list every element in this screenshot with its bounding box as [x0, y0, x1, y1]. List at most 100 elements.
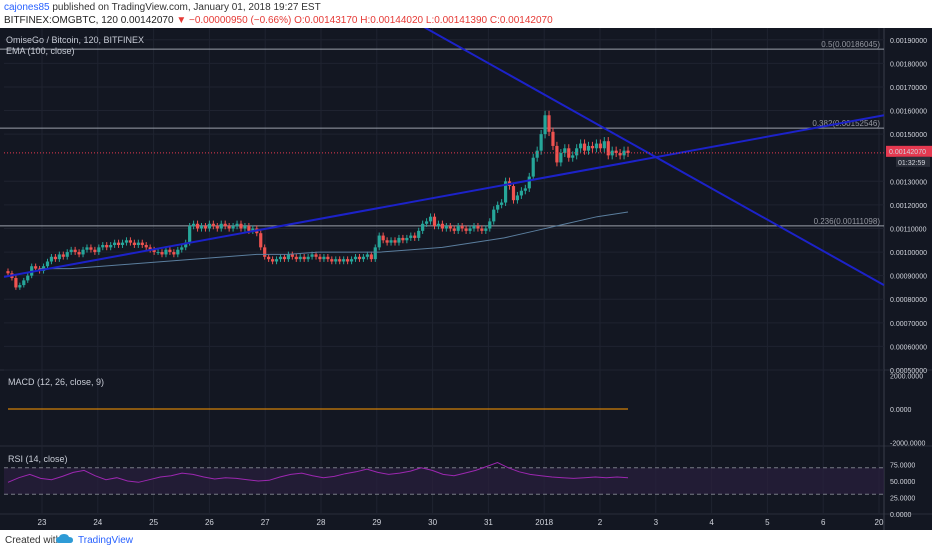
candle-body: [322, 256, 326, 260]
candle-body: [590, 145, 595, 149]
candle-body: [421, 223, 425, 231]
time-tick-label: 27: [261, 518, 270, 527]
candles: [6, 110, 630, 290]
candle-body: [586, 145, 591, 151]
candle-body: [18, 285, 22, 288]
candle-body: [152, 249, 156, 253]
candle-body: [113, 242, 117, 245]
candle-body: [349, 259, 354, 262]
chart-canvas[interactable]: 0.5(0.00186045) 0.382(0.00152546) 0.236(0.…: [0, 28, 932, 530]
candle-body: [472, 226, 476, 229]
time-tick-label: 25: [149, 518, 158, 527]
price-tick-label: 0.00060000: [890, 344, 927, 351]
candle-body: [330, 259, 334, 262]
price-tick-label: 0.00120000: [890, 203, 927, 210]
time-tick-label: 5: [765, 518, 770, 527]
candle-body: [365, 254, 369, 257]
candle-body: [405, 237, 409, 241]
candle-body: [176, 249, 180, 255]
candle-body: [610, 150, 614, 156]
author-link[interactable]: cajones85: [4, 2, 50, 13]
candle-body: [551, 131, 555, 146]
candle-body: [543, 115, 547, 135]
candle-body: [101, 244, 105, 248]
candle-body: [598, 143, 602, 149]
candle-body: [361, 256, 366, 260]
candle-body: [417, 230, 421, 238]
time-tick-label: 2: [598, 518, 603, 527]
candle-body: [440, 223, 444, 229]
candle-body: [377, 235, 381, 248]
candle-body: [326, 256, 330, 260]
fib-level-label: 0.382(0.00152546): [812, 119, 880, 128]
candle-body: [353, 256, 358, 260]
candle-body: [26, 275, 30, 281]
time-tick-label: 23: [38, 518, 47, 527]
candle-body: [243, 226, 247, 229]
candle-body: [539, 134, 543, 151]
high-value: H:0.00144020: [360, 15, 424, 26]
candle-body: [318, 256, 322, 260]
candle-body: [97, 247, 101, 253]
macd-tick-label: 2000.0000: [890, 373, 923, 380]
main-pane-title: OmiseGo / Bitcoin, 120, BITFINEX: [6, 35, 144, 45]
publish-info: published on TradingView.com, January 01…: [52, 2, 321, 13]
candle-body: [168, 249, 172, 253]
candle-body: [515, 195, 520, 201]
candle-body: [338, 259, 342, 262]
candle-body: [401, 237, 405, 241]
candle-body: [373, 247, 377, 260]
candle-body: [535, 150, 539, 158]
tradingview-link[interactable]: TradingView: [78, 535, 134, 546]
macd-pane: 2000.0000 0.0000 -2000.0000: [8, 373, 926, 448]
fib-level-label: 0.5(0.00186045): [821, 40, 880, 49]
candle-body: [144, 244, 148, 248]
chart-area[interactable]: 0.5(0.00186045) 0.382(0.00152546) 0.236(0.…: [0, 28, 932, 530]
candle-body: [468, 228, 472, 231]
candle-body: [81, 249, 85, 255]
candle-body: [156, 252, 160, 254]
candle-body: [511, 186, 516, 201]
candle-body: [397, 237, 401, 243]
price-tick-label: 0.00050000: [890, 368, 927, 375]
time-tick-label: 3: [654, 518, 659, 527]
trendlines[interactable]: [3, 28, 885, 286]
candle-body: [192, 223, 196, 227]
candle-body: [223, 223, 227, 227]
fib-levels: 0.5(0.00186045) 0.382(0.00152546) 0.236(0.…: [0, 40, 884, 227]
candle-body: [259, 233, 263, 248]
price-change: ▼ −0.00000950 (−0.66%): [176, 15, 292, 26]
macd-label: MACD (12, 26, close, 9): [8, 377, 104, 387]
price-tick-label: 0.00070000: [890, 321, 927, 328]
time-tick-label: 2018: [535, 518, 553, 527]
candle-body: [563, 148, 567, 154]
price-tick-label: 0.00130000: [890, 179, 927, 186]
time-axis[interactable]: 23 24 25 26 27 28 29 30 31 2018 2 3 4 5 6 20: [38, 518, 884, 527]
candle-body: [290, 254, 294, 257]
rsi-tick-label: 25.0000: [890, 496, 915, 503]
candle-body: [65, 252, 69, 257]
fib-level-label: 0.236(0.00111098): [814, 217, 881, 226]
candle-body: [444, 226, 448, 229]
candle-body: [270, 259, 275, 262]
candle-body: [519, 190, 523, 196]
ema-label: EMA (100, close): [6, 46, 75, 56]
candle-body: [203, 226, 208, 229]
candle-body: [594, 143, 599, 149]
candle-body: [618, 153, 622, 156]
macd-tick-label: 0.0000: [890, 407, 912, 414]
candle-body: [109, 244, 113, 248]
time-tick-label: 4: [709, 518, 714, 527]
candle-body: [346, 259, 350, 262]
candle-body: [180, 247, 184, 250]
created-with: Created with: [5, 535, 62, 546]
candle-body: [199, 226, 204, 229]
price-axis[interactable]: 0.00190000 0.00180000 0.00170000 0.00160000…: [4, 38, 932, 375]
candle-body: [448, 226, 452, 229]
candle-body: [235, 223, 239, 227]
candle-body: [555, 145, 559, 163]
candle-body: [424, 221, 429, 224]
candle-body: [34, 266, 38, 269]
candle-body: [105, 244, 109, 248]
candle-body: [14, 278, 18, 288]
